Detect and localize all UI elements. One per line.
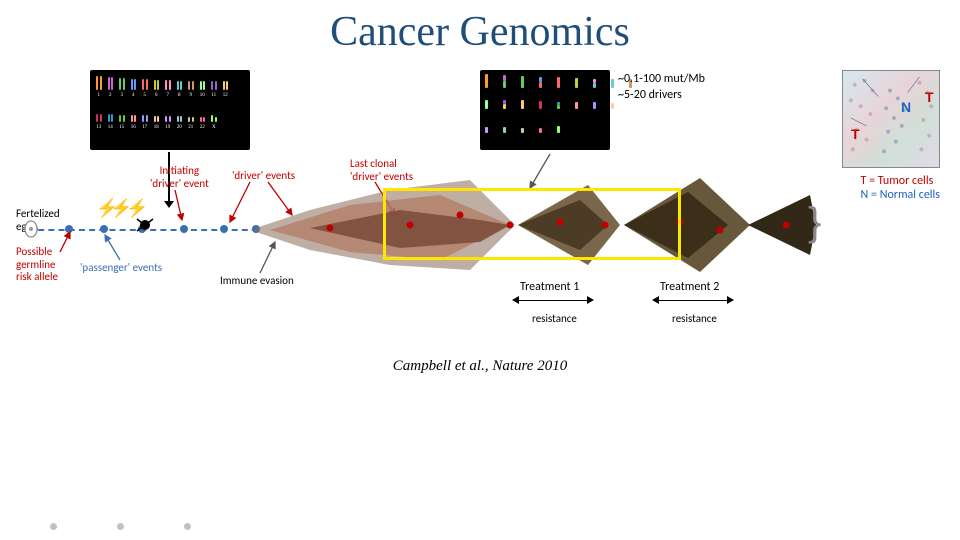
highlight-box [383,188,681,260]
resistance2-label: resistance [672,312,717,325]
treatment1-label: Treatment 1 [520,280,579,294]
treatment2-arrow-icon [658,300,728,301]
brace-icon: } [808,200,821,245]
page-title: Cancer Genomics [0,0,960,56]
treatment2-label: Treatment 2 [660,280,719,294]
treatment1-arrow-icon [518,300,588,301]
figure-panel: 12345678910111213141516171819202122X ~0.… [20,70,940,350]
footer-dots [50,523,191,530]
citation: Campbell et al., Nature 2010 [0,358,960,375]
resistance1-label: resistance [532,312,577,325]
